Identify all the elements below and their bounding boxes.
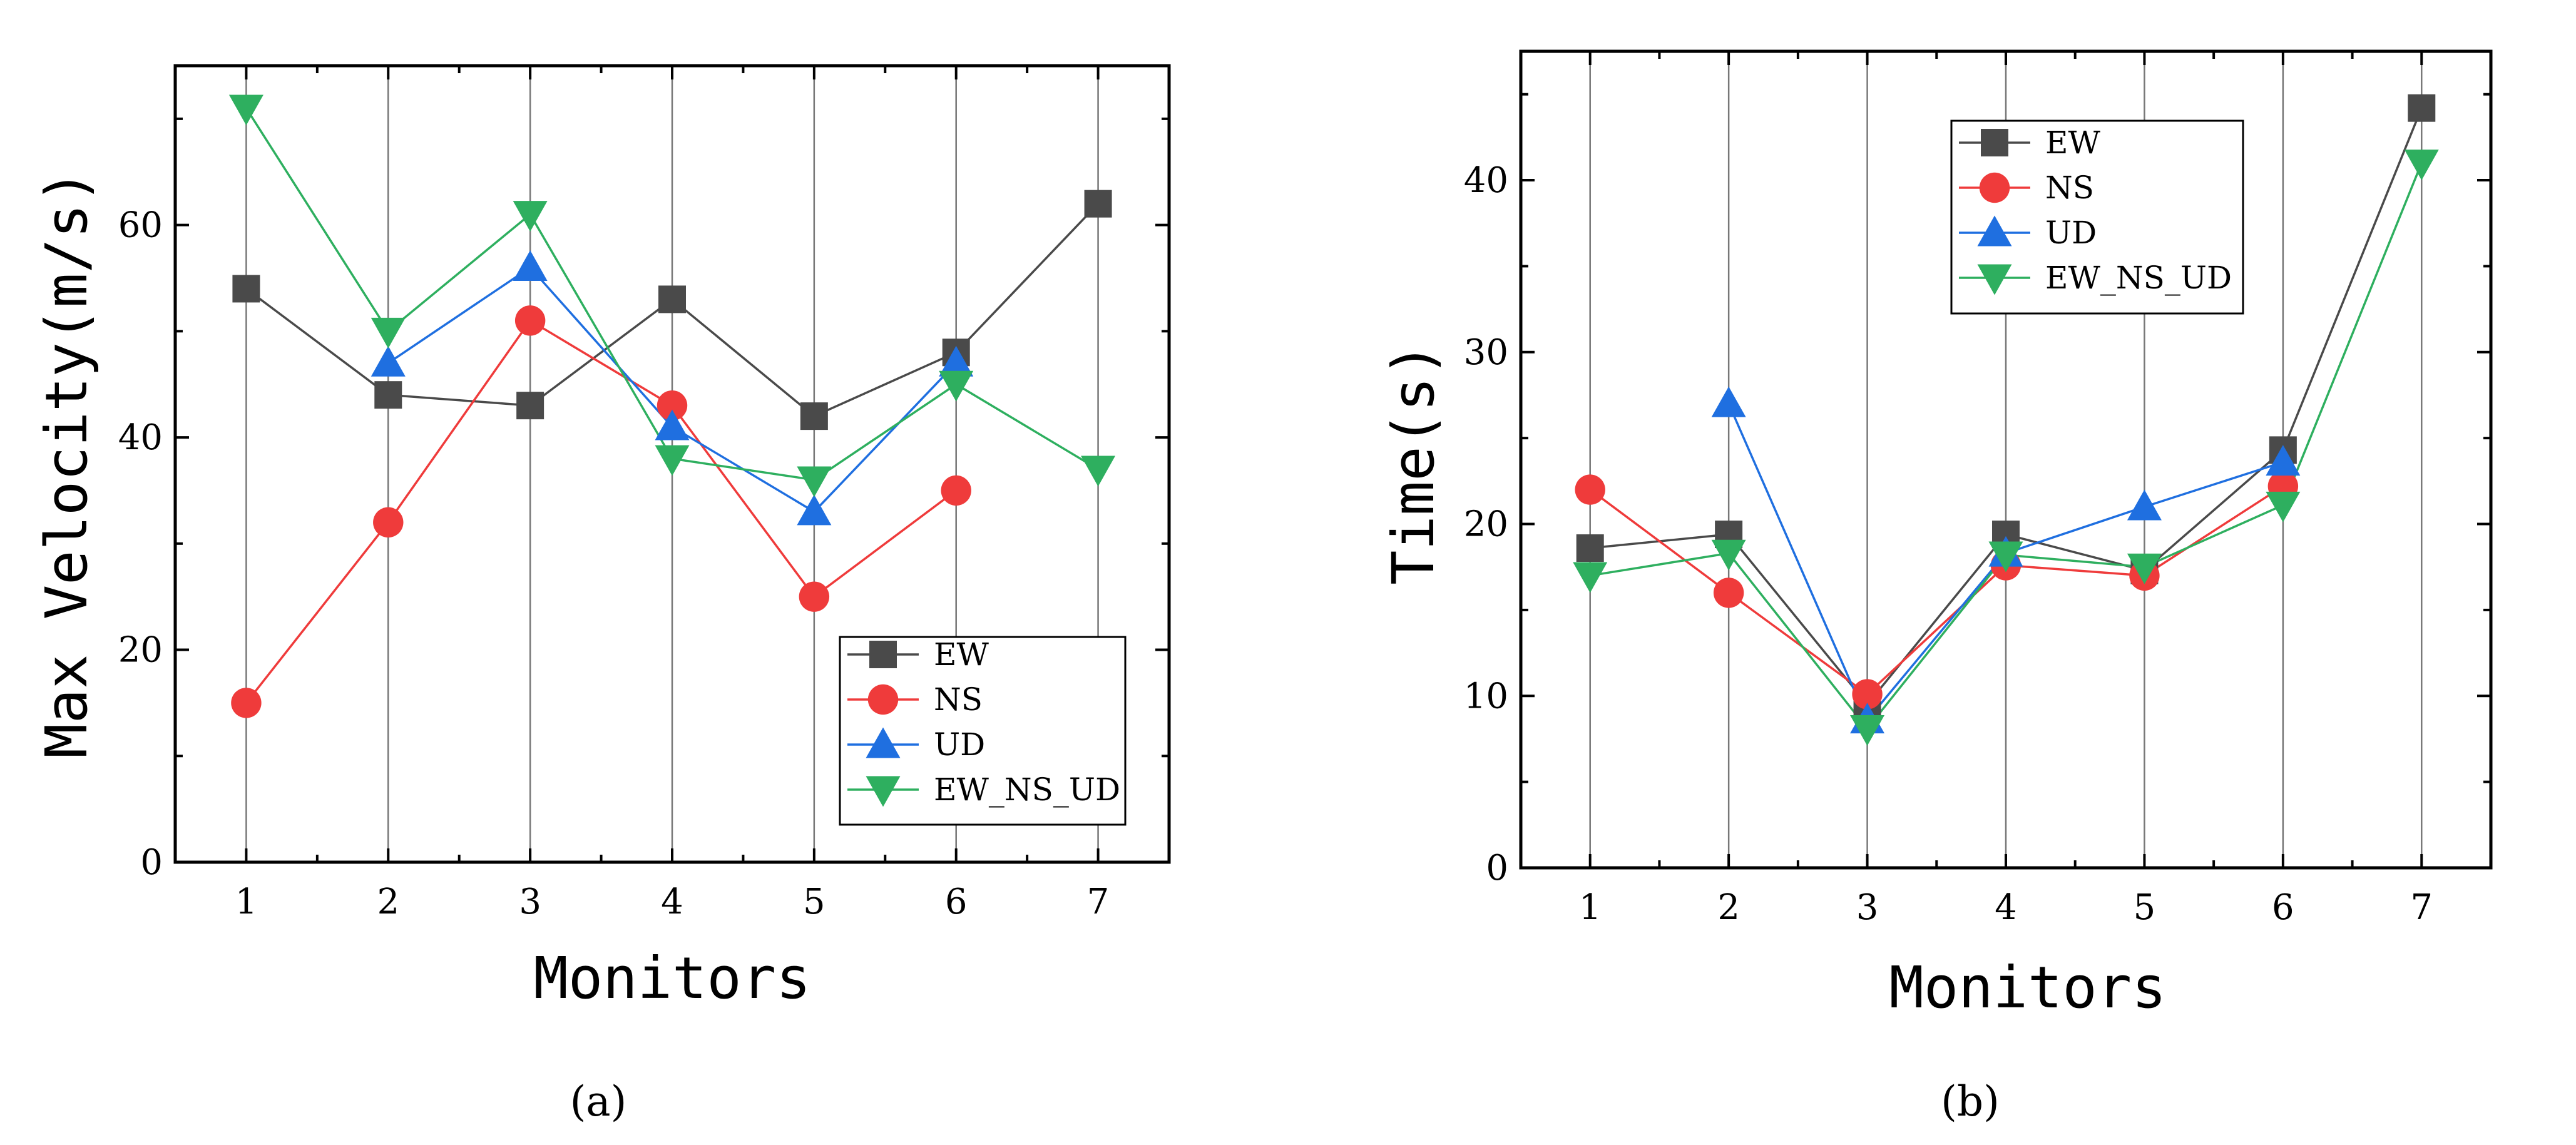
x-tick-label: 5	[803, 882, 825, 922]
x-tick-label: 6	[945, 882, 968, 922]
y-tick-label: 20	[118, 630, 163, 671]
chart-b-ticks: 1 2 3 4 5 6 7 0 10 20 30 40	[1464, 51, 2491, 928]
legend-marker-ns	[1979, 172, 2010, 203]
data-point-ns	[1852, 679, 1883, 710]
data-point-ud	[655, 409, 690, 440]
data-point-ns	[1575, 474, 1605, 505]
data-point-ew	[800, 402, 828, 430]
data-point-ud	[513, 250, 548, 281]
data-point-ew-ns-ud	[2266, 491, 2301, 522]
data-point-ew	[1576, 534, 1604, 562]
y-tick-label: 60	[118, 205, 163, 246]
x-tick-label: 1	[235, 882, 258, 922]
chart-a: 1 2 3 4 5 6 7 0 20 40 60 Monitors Max Velocity(m/s…	[33, 64, 1171, 1126]
legend-marker-ns	[867, 684, 899, 715]
chart-b-xlabel: Monitors	[1889, 954, 2166, 1021]
data-point-ud	[2266, 445, 2301, 476]
series-line-ns	[1589, 485, 2284, 696]
data-point-ud	[371, 345, 406, 377]
y-tick-label: 30	[1464, 332, 1508, 373]
data-point-ew-ns-ud	[2127, 553, 2162, 584]
legend-label-ew-ns-ud: EW_NS_UD	[934, 771, 1120, 808]
data-point-ew	[232, 275, 260, 303]
y-tick-label: 10	[1464, 676, 1508, 716]
chart-a-ylabel: Max Velocity(m/s)	[33, 169, 100, 758]
legend-label-ew: EW	[934, 636, 989, 673]
chart-b-legend: EW NS UD EW_NS_UD	[1950, 120, 2244, 315]
data-point-ew-ns-ud	[228, 94, 263, 126]
data-point-ns	[799, 581, 830, 612]
legend-marker-ew-ns-ud	[866, 776, 901, 807]
y-tick-label: 0	[140, 842, 163, 883]
data-point-ew-ns-ud	[1081, 455, 1116, 487]
data-point-ud	[2127, 489, 2162, 521]
x-tick-label: 7	[1087, 882, 1110, 922]
data-point-ew	[2408, 94, 2436, 122]
legend-label-ns: NS	[2045, 170, 2094, 206]
chart-a-legend: EW NS UD EW_NS_UD	[839, 636, 1127, 826]
data-point-ew-ns-ud	[2404, 150, 2439, 181]
chart-a-ticks: 1 2 3 4 5 6 7 0 20 40 60	[118, 66, 1169, 922]
legend-label-ud: UD	[2045, 215, 2097, 251]
data-point-ew-ns-ud	[797, 466, 832, 497]
data-point-ew-ns-ud	[1850, 715, 1885, 746]
data-point-ew-ns-ud	[1988, 541, 2023, 572]
data-point-ew	[374, 381, 402, 409]
data-point-ew-ns-ud	[655, 445, 690, 476]
data-point-ew-ns-ud	[1573, 562, 1608, 593]
chart-b-ylabel: Time(s)	[1380, 342, 1447, 585]
x-tick-label: 3	[519, 882, 541, 922]
x-tick-label: 7	[2410, 887, 2433, 928]
x-tick-label: 1	[1579, 887, 1602, 928]
legend-label-ew: EW	[2045, 125, 2100, 161]
data-point-ud	[797, 494, 832, 526]
data-point-ew	[1084, 190, 1112, 218]
x-tick-label: 3	[1856, 887, 1879, 928]
x-tick-label: 4	[1995, 887, 2017, 928]
y-tick-label: 20	[1464, 504, 1508, 545]
x-tick-label: 5	[2134, 887, 2156, 928]
data-point-ns	[1713, 578, 1744, 608]
x-tick-label: 6	[2272, 887, 2294, 928]
y-tick-label: 40	[1464, 160, 1508, 201]
data-point-ew	[658, 285, 686, 313]
y-tick-label: 0	[1486, 848, 1508, 888]
chart-a-xlabel: Monitors	[533, 945, 810, 1012]
data-point-ew-ns-ud	[939, 370, 974, 402]
data-point-ud	[939, 345, 974, 377]
legend-marker-ew	[1981, 129, 2008, 156]
legend-marker-ew-ns-ud	[1977, 264, 2012, 295]
data-point-ns	[657, 390, 688, 421]
chart-a-series	[228, 94, 1116, 718]
legend-marker-ud	[866, 727, 901, 758]
series-line-ns	[245, 319, 957, 704]
chart-a-panel-label: (a)	[570, 1077, 627, 1126]
data-point-ns	[231, 688, 262, 718]
data-point-ns	[941, 475, 971, 506]
legend-label-ns: NS	[934, 681, 983, 718]
data-point-ew-ns-ud	[371, 317, 406, 349]
chart-b: 1 2 3 4 5 6 7 0 10 20 30 40 Monitors Time(s) (b) EW…	[1380, 49, 2493, 1126]
y-tick-label: 40	[118, 417, 163, 458]
legend-label-ud: UD	[934, 726, 985, 763]
data-point-ew	[516, 392, 544, 420]
legend-marker-ew	[869, 641, 897, 668]
legend-marker-ud	[1977, 215, 2012, 247]
x-tick-label: 2	[1717, 887, 1740, 928]
data-point-ud	[1711, 386, 1746, 417]
data-point-ns	[514, 305, 546, 336]
legend-label-ew-ns-ud: EW_NS_UD	[2045, 260, 2232, 296]
data-point-ns	[373, 507, 404, 538]
x-tick-label: 4	[661, 882, 683, 922]
data-point-ew-ns-ud	[1711, 539, 1746, 571]
x-tick-label: 2	[377, 882, 399, 922]
chart-b-series	[1573, 94, 2439, 746]
chart-b-panel-label: (b)	[1941, 1077, 2000, 1126]
data-point-ew-ns-ud	[513, 201, 548, 232]
